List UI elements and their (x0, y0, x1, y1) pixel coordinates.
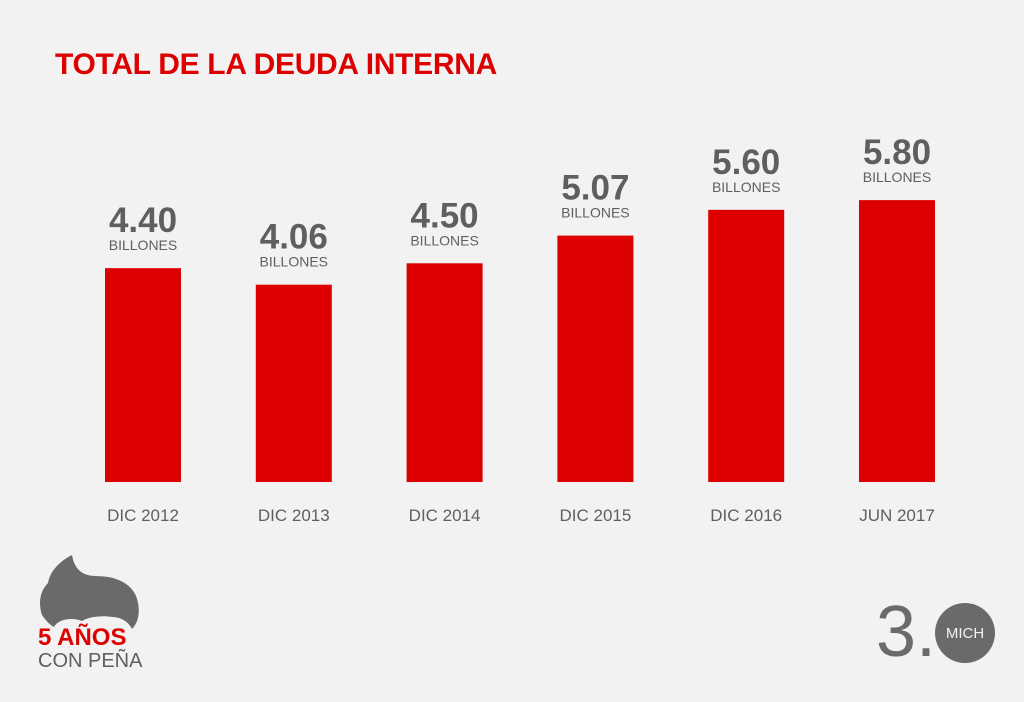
bar-jun-2017 (859, 200, 935, 482)
logo-left-line1: 5 AÑOS (38, 624, 127, 651)
value-label: 4.50 (411, 196, 479, 235)
value-label: 4.06 (260, 218, 328, 257)
bar-dic-2012 (105, 268, 181, 482)
logo-left-line2: CON PEÑA (38, 650, 143, 672)
unit-label: BILLONES (410, 232, 478, 248)
bar-dic-2014 (406, 263, 483, 482)
bar-dic-2015 (557, 235, 634, 482)
value-label: 5.80 (863, 133, 931, 172)
logo-right-number: 3. (876, 592, 937, 672)
x-tick-label: DIC 2016 (710, 506, 782, 525)
unit-label: BILLONES (109, 237, 177, 253)
x-tick-label: DIC 2014 (409, 506, 481, 525)
chart-title: TOTAL DE LA DEUDA INTERNA (55, 48, 497, 81)
unit-label: BILLONES (863, 169, 931, 185)
unit-label: BILLONES (561, 205, 629, 221)
unit-label: BILLONES (712, 179, 780, 195)
unit-label: BILLONES (260, 254, 328, 270)
x-tick-label: DIC 2015 (559, 506, 631, 525)
logo-right-circle: MICH (935, 603, 995, 663)
bar-dic-2016 (708, 209, 785, 482)
value-label: 4.40 (109, 201, 177, 240)
x-tick-label: DIC 2013 (258, 506, 330, 525)
x-tick-label: JUN 2017 (859, 506, 935, 525)
logo-right-circle-text: MICH (945, 624, 985, 642)
value-label: 5.07 (561, 169, 629, 208)
x-tick-label: DIC 2012 (107, 506, 179, 525)
pena-hair-logo-icon (40, 555, 139, 629)
bar-dic-2013 (255, 284, 332, 482)
value-label: 5.60 (712, 143, 780, 182)
